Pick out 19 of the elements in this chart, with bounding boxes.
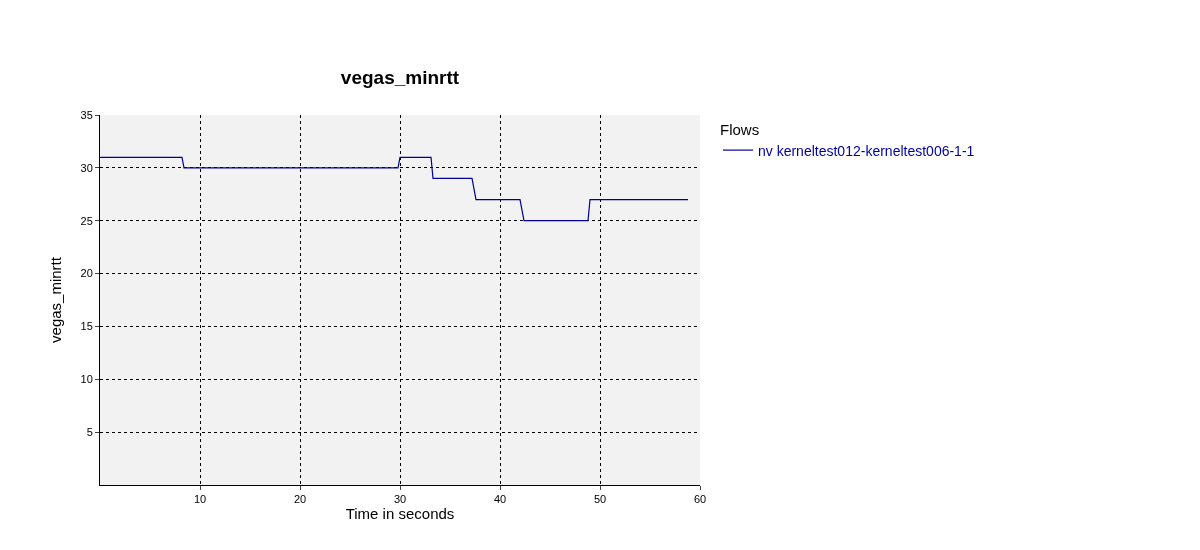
chart-title: vegas_minrtt [340, 66, 460, 88]
y-tick-label: 5 [86, 425, 93, 438]
y-tick-label: 20 [80, 267, 93, 280]
y-tick-label: 15 [80, 320, 93, 333]
x-tick-label: 50 [593, 493, 607, 506]
y-tick-label: 25 [80, 214, 93, 227]
x-tick-label: 10 [193, 493, 207, 506]
legend-label: nv kerneltest012-kerneltest006-1-1 [758, 142, 975, 159]
x-axis-title: Time in seconds [345, 505, 455, 523]
line-series [100, 156, 689, 222]
y-tick-label: 35 [80, 108, 93, 121]
x-tick-label: 60 [693, 493, 707, 506]
x-tick-label: 30 [393, 493, 407, 506]
y-tick-label: 10 [80, 373, 93, 386]
x-tick-label: 20 [293, 493, 307, 506]
y-axis-title: vegas_minrtt [46, 256, 64, 343]
x-tick-label: 40 [493, 493, 507, 506]
legend-title: Flows [720, 120, 760, 138]
y-tick-label: 30 [80, 161, 93, 174]
